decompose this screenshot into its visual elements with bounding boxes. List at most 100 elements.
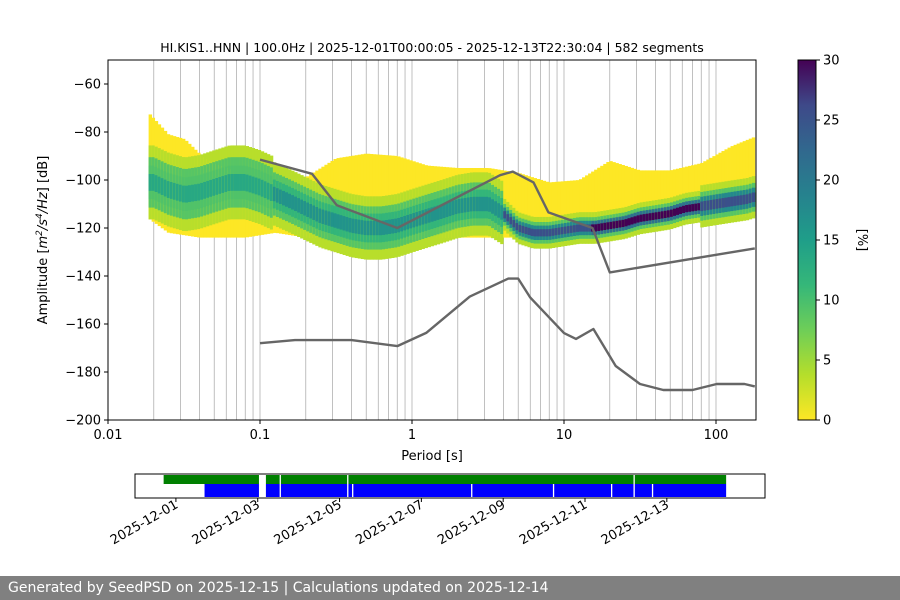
- heatmap-spread: [657, 170, 662, 228]
- heatmap-column: [418, 163, 422, 251]
- heatmap-band: [472, 196, 477, 212]
- heatmap-band: [482, 196, 486, 212]
- heatmap-column: [251, 148, 256, 237]
- heatmap-band: [509, 217, 513, 225]
- heatmap-band: [512, 220, 516, 228]
- heatmap-column: [306, 176, 310, 242]
- heatmap-column: [360, 154, 365, 260]
- heatmap-column: [566, 180, 571, 246]
- heatmap-band: [548, 229, 553, 237]
- heatmap-column: [315, 170, 319, 246]
- heatmap-column: [381, 154, 386, 260]
- heatmap-spread: [563, 181, 568, 236]
- heatmap-column: [715, 154, 719, 225]
- heatmap-band: [175, 183, 180, 201]
- heatmap-band: [685, 205, 689, 213]
- heatmap-band: [378, 220, 383, 236]
- heatmap-band: [454, 199, 459, 215]
- heatmap-band: [506, 214, 510, 222]
- heatmap-band: [160, 178, 165, 195]
- heatmap-column: [724, 149, 728, 224]
- heatmap-band: [606, 222, 610, 230]
- footer-banner: Generated by SeedPSD on 2025-12-15 | Cal…: [0, 576, 900, 600]
- heatmap-column: [585, 175, 589, 244]
- heatmap-band: [475, 196, 480, 212]
- heatmap-band: [445, 202, 450, 218]
- heatmap-column: [654, 170, 659, 232]
- heatmap-column: [163, 130, 168, 231]
- heatmap-band: [712, 199, 716, 210]
- heatmap-spread: [518, 173, 522, 238]
- heatmap-band: [275, 188, 280, 203]
- heatmap-band: [212, 178, 216, 196]
- heatmap-band: [733, 196, 738, 206]
- heatmap-column: [178, 137, 183, 235]
- heatmap-column: [366, 153, 371, 260]
- heatmap-spread: [624, 165, 628, 231]
- heatmap-column: [512, 172, 516, 240]
- heatmap-spread: [557, 181, 562, 236]
- heatmap-spread: [539, 179, 544, 238]
- availability-gap: [610, 484, 613, 497]
- heatmap-column: [288, 169, 292, 236]
- heatmap-band: [166, 181, 171, 198]
- heatmap-band: [545, 229, 550, 237]
- heatmap-column: [397, 156, 401, 257]
- heatmap-band: [418, 211, 422, 226]
- heatmap-column: [300, 175, 304, 239]
- heatmap-band: [727, 197, 731, 207]
- heatmap-spread: [639, 170, 644, 230]
- heatmap-column: [403, 158, 407, 255]
- heatmap-column: [603, 163, 607, 243]
- y-tick-label: −80: [74, 126, 101, 141]
- heatmap-band: [239, 174, 243, 191]
- heatmap-column: [572, 180, 577, 245]
- heatmap-band: [557, 227, 562, 235]
- heatmap-column: [200, 154, 204, 238]
- heatmap-band: [706, 200, 710, 211]
- heatmap-column: [242, 145, 247, 238]
- heatmap-spread: [594, 169, 598, 236]
- heatmap-band: [518, 224, 522, 233]
- heatmap-band: [288, 193, 292, 209]
- heatmap-band: [718, 198, 722, 209]
- y-tick-label: −100: [65, 174, 101, 189]
- heatmap-column: [706, 159, 710, 227]
- heatmap-band: [442, 203, 447, 219]
- footer-text: Generated by SeedPSD on 2025-12-15 | Cal…: [8, 580, 549, 596]
- heatmap-column: [669, 170, 674, 230]
- heatmap-band: [397, 217, 401, 233]
- heatmap-spread: [651, 170, 656, 229]
- heatmap-band: [572, 225, 577, 233]
- x-tick-label: 10: [556, 428, 573, 443]
- heatmap-band: [627, 218, 631, 226]
- heatmap-column: [451, 167, 456, 240]
- heatmap-band: [224, 175, 228, 192]
- heatmap-band: [491, 199, 495, 214]
- heatmap-column: [521, 174, 525, 246]
- heatmap-band: [430, 207, 434, 222]
- heatmap-column: [672, 169, 677, 229]
- heatmap-band: [348, 217, 353, 233]
- heatmap-column: [166, 134, 171, 233]
- heatmap-band: [424, 209, 428, 224]
- heatmap-column: [281, 166, 286, 235]
- heatmap-column: [506, 171, 510, 238]
- heatmap-column: [272, 162, 277, 233]
- heatmap-band: [530, 228, 534, 236]
- heatmap-band: [521, 225, 525, 234]
- heatmap-column: [391, 155, 395, 258]
- heatmap-band: [497, 203, 501, 218]
- heatmap-column: [642, 170, 647, 234]
- heatmap-column: [651, 170, 656, 233]
- date-tick-label: 2025-12-03: [190, 497, 263, 548]
- heatmap-band: [700, 201, 704, 212]
- heatmap-column: [733, 144, 738, 223]
- heatmap-band: [697, 203, 701, 211]
- heatmap-band: [736, 195, 741, 206]
- heatmap-band: [263, 181, 268, 199]
- heatmap-band: [675, 207, 680, 215]
- amplitude-axis-ticks: −200 −180 −160 −140 −120 −100 −80 −60: [65, 78, 108, 429]
- heatmap-column: [727, 147, 731, 224]
- chart-title: HI.KIS1..HNN | 100.0Hz | 2025-12-01T00:0…: [160, 40, 704, 55]
